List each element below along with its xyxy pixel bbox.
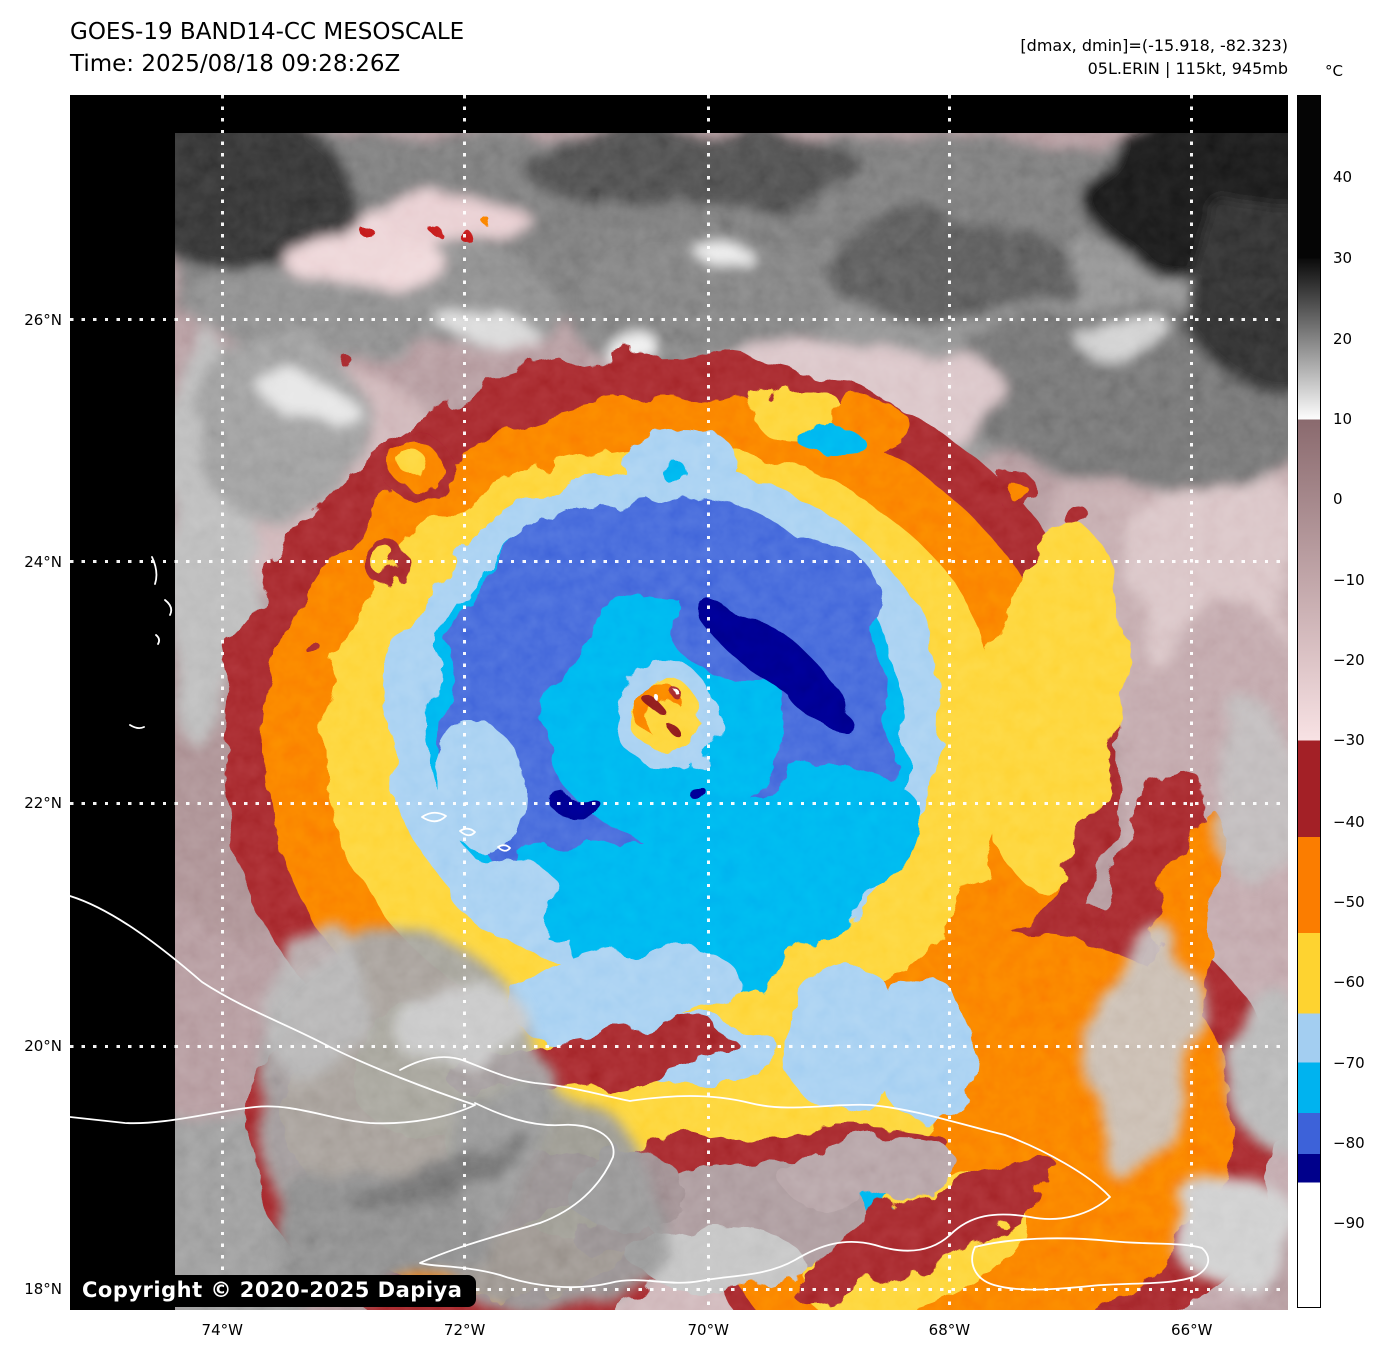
colorbar-tick-label: −90	[1333, 1214, 1365, 1233]
lat-tick-label: 20°N	[24, 1037, 62, 1056]
lon-tick-label: 70°W	[687, 1321, 729, 1339]
lon-tick-label: 74°W	[201, 1321, 243, 1339]
lon-tick-label: 66°W	[1171, 1321, 1213, 1339]
lat-tick-label: 18°N	[24, 1280, 62, 1299]
colorbar-tick-label: 30	[1333, 248, 1353, 267]
colorbar-tick-label: 20	[1333, 329, 1353, 348]
figure-title: GOES-19 BAND14-CC MESOSCALE	[70, 19, 465, 45]
temperature-colorbar	[1297, 95, 1321, 1308]
colorbar-tick-label: 0	[1333, 489, 1343, 508]
storm-info-annotation: 05L.ERIN | 115kt, 945mb	[1087, 59, 1288, 78]
dmax-dmin-annotation: [dmax, dmin]=(-15.918, -82.323)	[1020, 36, 1288, 55]
coastline-hispaniola	[399, 1056, 1111, 1289]
copyright-badge: Copyright © 2020-2025 Dapiya	[70, 1275, 477, 1307]
colorbar-unit-label: °C	[1325, 62, 1343, 80]
colorbar-tick-label: −70	[1333, 1053, 1365, 1072]
figure-timestamp: Time: 2025/08/18 09:28:26Z	[70, 51, 401, 77]
lon-tick-label: 72°W	[443, 1321, 486, 1339]
coastline-bahamas	[129, 556, 173, 730]
coastline-puerto-rico	[971, 1237, 1210, 1291]
colorbar-tick-label: 40	[1333, 168, 1353, 187]
lat-tick-label: 22°N	[24, 794, 62, 813]
colorbar-tick-label: −20	[1333, 651, 1365, 670]
satellite-image	[70, 95, 1288, 1310]
annotation-block: [dmax, dmin]=(-15.918, -82.323) 05L.ERIN…	[1020, 34, 1288, 80]
lon-tick-label: 68°W	[928, 1321, 971, 1339]
colorbar-tick-label: −40	[1333, 812, 1365, 831]
lat-tick-label: 26°N	[24, 310, 62, 329]
colorbar-tick-label: −50	[1333, 892, 1365, 911]
colorbar-tick-label: −10	[1333, 571, 1365, 590]
title-block: GOES-19 BAND14-CC MESOSCALE Time: 2025/0…	[70, 16, 464, 80]
colorbar-tick-label: 10	[1333, 409, 1353, 428]
map-axes: Copyright © 2020-2025 Dapiya	[70, 95, 1288, 1310]
lat-tick-label: 24°N	[24, 552, 62, 571]
colorbar-tick-label: −60	[1333, 972, 1365, 991]
colorbar-tick-label: −80	[1333, 1134, 1365, 1153]
colorbar-tick-label: −30	[1333, 731, 1365, 750]
